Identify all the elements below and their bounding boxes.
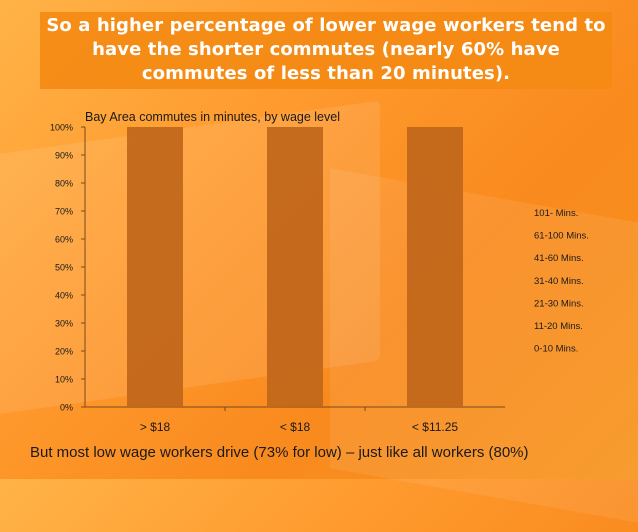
chart-title: Bay Area commutes in minutes, by wage le… <box>85 110 340 124</box>
y-tick-label: 40% <box>55 291 73 301</box>
x-tick-label: > $18 <box>140 420 171 434</box>
y-tick-label: 60% <box>55 235 73 245</box>
legend-entry: 11-20 Mins. <box>534 321 583 332</box>
bar <box>407 127 463 407</box>
y-tick-label: 80% <box>55 179 73 189</box>
y-tick-label: 0% <box>60 403 73 413</box>
title-banner <box>40 12 612 89</box>
y-tick-label: 90% <box>55 151 73 161</box>
legend-entry: 31-40 Mins. <box>534 276 584 287</box>
slide-title-line: have the shorter commutes (nearly 60% ha… <box>92 39 560 60</box>
y-tick-label: 10% <box>55 375 73 385</box>
legend-entry: 61-100 Mins. <box>534 231 589 242</box>
x-tick-label: < $18 <box>280 420 311 434</box>
y-tick-label: 50% <box>55 263 73 273</box>
legend-entry: 21-30 Mins. <box>534 298 584 309</box>
bar <box>127 127 183 407</box>
slide-title-line: So a higher percentage of lower wage wor… <box>46 15 606 36</box>
slide-title-line: commutes of less than 20 minutes). <box>141 63 511 84</box>
legend-entry: 41-60 Mins. <box>534 253 584 264</box>
bar-chart: Bay Area commutes in minutes, by wage le… <box>50 110 589 434</box>
slide-caption: But most low wage workers drive (73% for… <box>30 444 529 461</box>
y-tick-label: 30% <box>55 319 73 329</box>
y-tick-label: 100% <box>50 123 73 133</box>
legend-entry: 0-10 Mins. <box>534 344 578 355</box>
y-tick-label: 70% <box>55 207 73 217</box>
x-tick-label: < $11.25 <box>412 420 458 434</box>
bar <box>267 127 323 407</box>
y-tick-label: 20% <box>55 347 73 357</box>
slide-title: So a higher percentage of lower wage wor… <box>40 14 612 86</box>
legend-entry: 101- Mins. <box>534 208 578 219</box>
